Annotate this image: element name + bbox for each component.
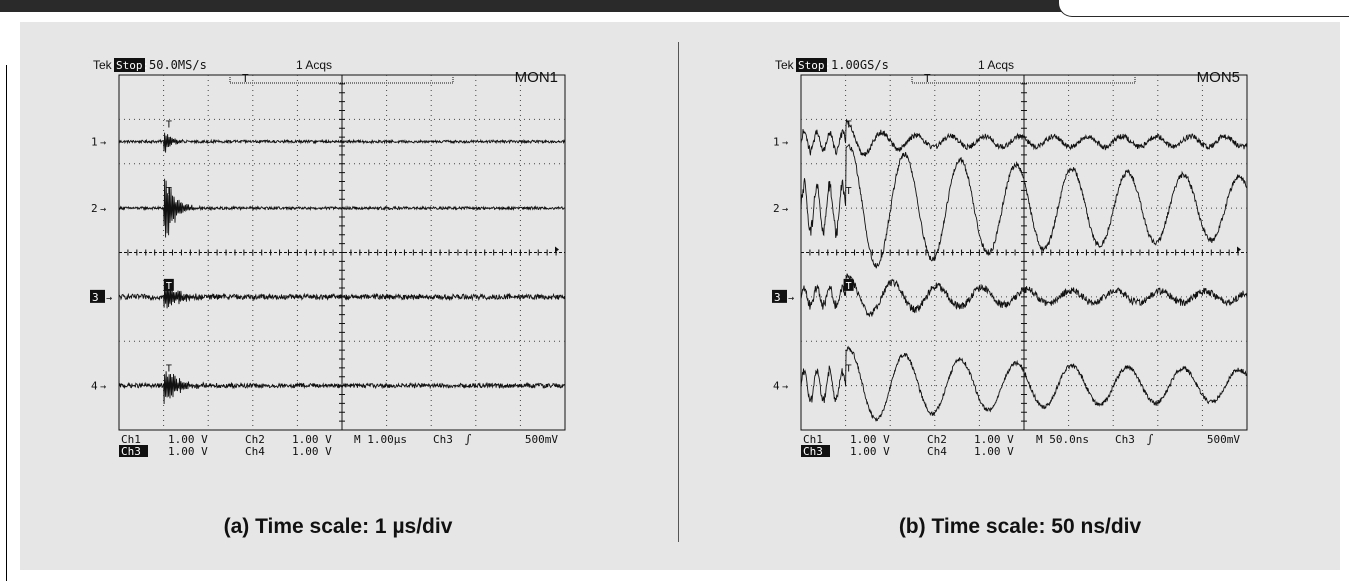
mon-label: MON5 (1197, 69, 1240, 86)
footer-readout: 1.00 V (168, 445, 208, 458)
footer-readout: Ch1 (121, 433, 141, 446)
ch3-badge (801, 445, 830, 457)
footer-readout: 500mV (1207, 433, 1240, 446)
trace-ch4 (118, 371, 565, 405)
channel-4-marker: 4 (773, 380, 780, 393)
trace-ch4 (800, 345, 1248, 422)
trace-ch3 (119, 285, 566, 309)
record-bracket (911, 77, 1136, 84)
sample-rate: 1.00GS/s (831, 58, 889, 72)
channel-1-marker: 1 (773, 136, 780, 149)
footer-readout: 500mV (525, 433, 558, 446)
channel-arrow-icon: → (100, 204, 106, 215)
trigger-marker: T (166, 120, 172, 131)
footer-readout: Ch2 (245, 433, 265, 446)
figure-panel (20, 22, 1340, 570)
record-trigger-marker: T (924, 72, 931, 85)
scope-screen-a: Tek Stop: 50.0MS/s 1 Acqs MON1 T 1 → T 2 → T 3 → T 4 → T C… (88, 55, 588, 475)
footer-readout: 1.00 V (974, 433, 1014, 446)
panel-divider (678, 42, 679, 542)
top-bar-tab (1058, 0, 1349, 17)
trigger-marker: T (846, 120, 852, 131)
record-bracket (229, 77, 454, 84)
footer-readout: Ch3 (1115, 433, 1135, 446)
trace-ch2 (118, 178, 566, 238)
acq-count: 1 Acqs (978, 58, 1014, 72)
stop-badge (114, 58, 145, 72)
channel-arrow-icon: → (782, 382, 788, 393)
caption-a: (a) Time scale: 1 µs/div (223, 515, 453, 538)
channel-1-marker: 1 (91, 136, 98, 149)
footer-readout: 1.00 V (850, 433, 890, 446)
footer-readout: 1.00 V (850, 445, 890, 458)
footer-readout: M 1.00µs (354, 433, 407, 446)
stop-label: Stop: (798, 59, 831, 72)
ch3-badge (119, 445, 148, 457)
footer-readout: 1.00 V (168, 433, 208, 446)
trigger-marker: T (166, 281, 172, 292)
stop-badge (796, 58, 827, 72)
footer-readout: Ch3 (433, 433, 453, 446)
trigger-marker-bg (843, 278, 854, 291)
channel-arrow-icon: → (100, 138, 106, 149)
top-bar (0, 0, 1349, 12)
scope-brand: Tek (93, 58, 113, 72)
footer-readout: 1.00 V (974, 445, 1014, 458)
trigger-marker: T (846, 186, 852, 197)
footer-readout: 1.00 V (292, 433, 332, 446)
trigger-level-icon (555, 246, 559, 253)
record-trigger-marker: T (242, 72, 249, 85)
footer-readout: M 50.0ns (1036, 433, 1089, 446)
footer-readout: Ch3 (803, 445, 823, 458)
acq-count: 1 Acqs (296, 58, 332, 72)
stop-label: Stop: (116, 59, 149, 72)
channel-3-marker: 3 (92, 291, 99, 304)
channel-arrow-icon: → (106, 293, 112, 304)
scope-brand: Tek (775, 58, 795, 72)
trace-ch3 (800, 273, 1248, 318)
footer-readout: Ch4 (927, 445, 947, 458)
footer-readout: Ch2 (927, 433, 947, 446)
trigger-marker: T (846, 364, 852, 375)
scope-screen-b: Tek Stop: 1.00GS/s 1 Acqs MON5 T 1 → T 2 → T 3 → T 4 → T C… (770, 55, 1270, 475)
trigger-marker: T (166, 364, 172, 375)
channel-arrow-icon: → (782, 204, 788, 215)
trace-ch2 (800, 143, 1248, 269)
caption-b: (b) Time scale: 50 ns/div (898, 515, 1142, 538)
channel-4-marker: 4 (91, 380, 98, 393)
channel-marker-bg (90, 289, 105, 303)
sample-rate: 50.0MS/s (149, 58, 207, 72)
channel-marker-bg (772, 289, 787, 303)
trigger-level-icon (1237, 246, 1241, 253)
channel-2-marker: 2 (773, 202, 780, 215)
footer-readout: Ch3 (121, 445, 141, 458)
mon-label: MON1 (515, 69, 558, 86)
trigger-marker: T (166, 186, 172, 197)
channel-3-marker: 3 (774, 291, 781, 304)
trigger-slope-icon: ∫ (465, 432, 472, 446)
page-left-rule (6, 65, 7, 581)
channel-arrow-icon: → (100, 382, 106, 393)
footer-readout: Ch4 (245, 445, 265, 458)
trace-ch1 (800, 119, 1248, 157)
trigger-slope-icon: ∫ (1147, 432, 1154, 446)
channel-arrow-icon: → (782, 138, 788, 149)
channel-arrow-icon: → (788, 293, 794, 304)
channel-2-marker: 2 (91, 202, 98, 215)
trace-ch1 (118, 132, 566, 153)
footer-readout: Ch1 (803, 433, 823, 446)
footer-readout: 1.00 V (292, 445, 332, 458)
trigger-marker-bg (163, 278, 174, 291)
trigger-marker: T (846, 281, 852, 292)
